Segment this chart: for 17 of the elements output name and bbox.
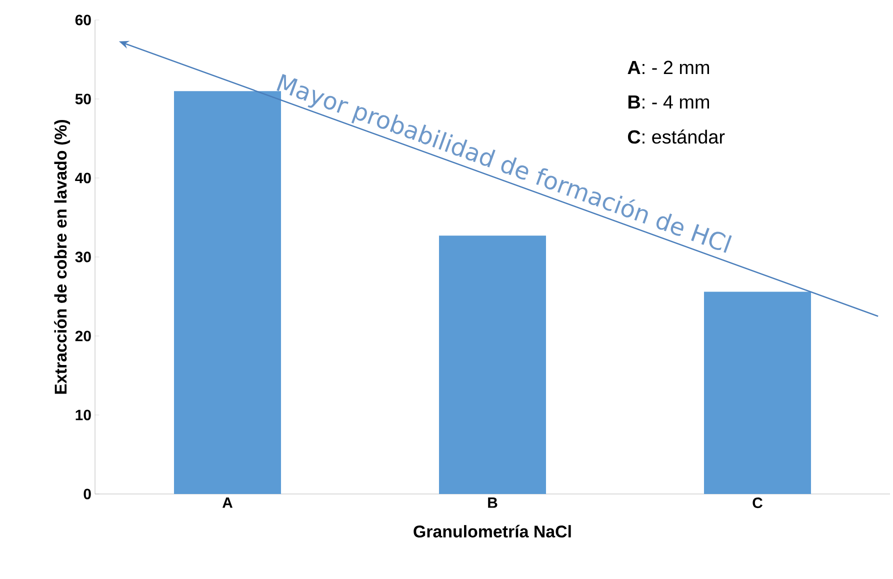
y-tick-label: 40 <box>75 172 91 184</box>
x-tick-label: C <box>752 498 762 508</box>
y-tick-label: 20 <box>75 330 91 342</box>
annotation: B: - 4 mm <box>628 95 710 109</box>
y-axis-title: Extracción de cobre en lavado (%) <box>54 120 70 394</box>
y-tick-label: 30 <box>75 252 91 262</box>
y-tick-label: 50 <box>75 94 91 104</box>
y-tick-label: 10 <box>76 410 91 420</box>
annotation: A: - 2 mm <box>628 60 710 74</box>
x-axis-title: Granulometría NaCl <box>414 524 571 538</box>
x-tick-label: A <box>222 498 232 508</box>
y-tick-label: 0 <box>84 488 91 500</box>
x-tick-label: B <box>488 498 498 508</box>
bar <box>704 292 812 494</box>
y-tick-label: 60 <box>75 14 91 26</box>
bar <box>439 236 546 494</box>
annotation: C: estándar <box>628 130 725 144</box>
